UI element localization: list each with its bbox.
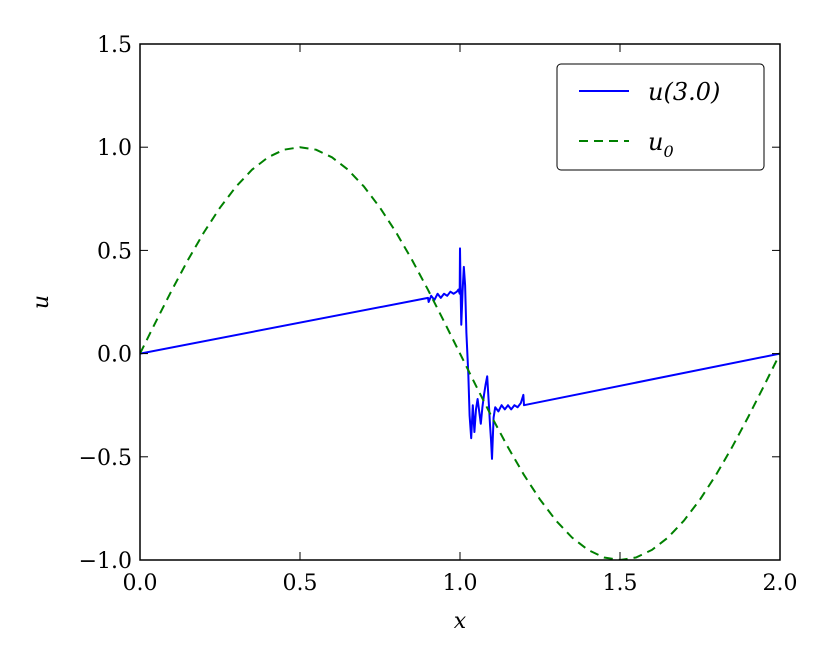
y-axis-label: u: [29, 295, 54, 309]
x-tick-label: 2.0: [763, 571, 798, 596]
y-tick-label: 0.5: [97, 239, 132, 264]
legend-label-u0-main: u: [648, 128, 663, 156]
x-tick-label: 0.5: [283, 571, 318, 596]
y-tick-label: 1.0: [97, 136, 132, 161]
x-tick-label: 1.0: [443, 571, 478, 596]
y-tick-label: 0.0: [97, 343, 132, 368]
y-tick-label: −0.5: [79, 446, 132, 471]
series-line-0: [140, 247, 780, 460]
x-axis-label: x: [454, 609, 467, 634]
series-line-1: [140, 146, 780, 560]
y-tick-label: 1.5: [97, 33, 132, 58]
legend-label-u0: u0: [648, 128, 674, 161]
legend: u(3.0) u0: [556, 63, 765, 171]
legend-label-u3: u(3.0): [648, 78, 720, 106]
x-tick-label: 1.5: [603, 571, 638, 596]
legend-label-u0-sub: 0: [663, 142, 673, 161]
y-tick-label: −1.0: [79, 549, 132, 574]
series-layer: [140, 146, 780, 560]
x-tick-label: 0.0: [123, 571, 158, 596]
ticks-layer: 0.0 0.5 1.0 1.5 2.0 −1.0 −0.5 0.0 0.5 1.0 1.5: [79, 33, 798, 596]
